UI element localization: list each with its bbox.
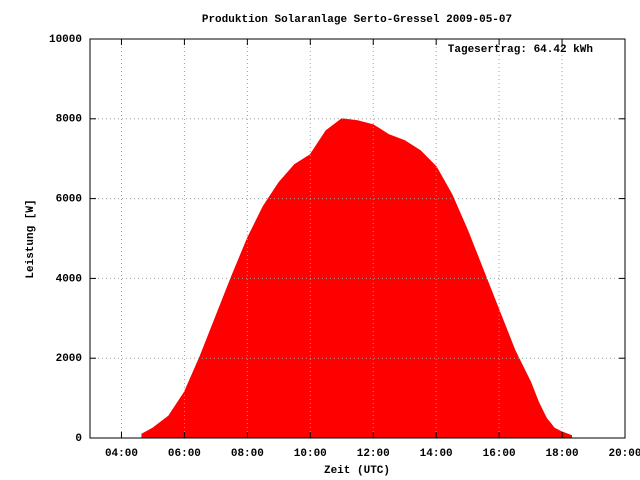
- chart-title: Produktion Solaranlage Serto-Gressel 200…: [202, 14, 512, 26]
- y-tick-label: 6000: [56, 194, 82, 206]
- x-tick-label: 04:00: [105, 448, 138, 460]
- x-tick-label: 10:00: [294, 448, 327, 460]
- y-tick-label: 8000: [56, 114, 82, 126]
- x-tick-label: 18:00: [546, 448, 579, 460]
- y-tick-label: 2000: [56, 353, 82, 365]
- power-area: [141, 118, 572, 439]
- x-tick-label: 20:00: [608, 448, 640, 460]
- x-tick-label: 08:00: [231, 448, 264, 460]
- x-axis-label: Zeit (UTC): [324, 465, 390, 477]
- y-tick-label: 4000: [56, 273, 82, 285]
- y-tick-label: 10000: [49, 34, 82, 46]
- x-tick-label: 14:00: [420, 448, 453, 460]
- x-tick-label: 12:00: [357, 448, 390, 460]
- annotation: Tagesertrag: 64.42 kWh: [448, 44, 593, 56]
- x-tick-label: 06:00: [168, 448, 201, 460]
- y-tick-label: 0: [75, 433, 82, 445]
- x-tick-label: 16:00: [483, 448, 516, 460]
- y-axis-label: Leistung [W]: [25, 199, 37, 278]
- plot-frame: [89, 38, 626, 439]
